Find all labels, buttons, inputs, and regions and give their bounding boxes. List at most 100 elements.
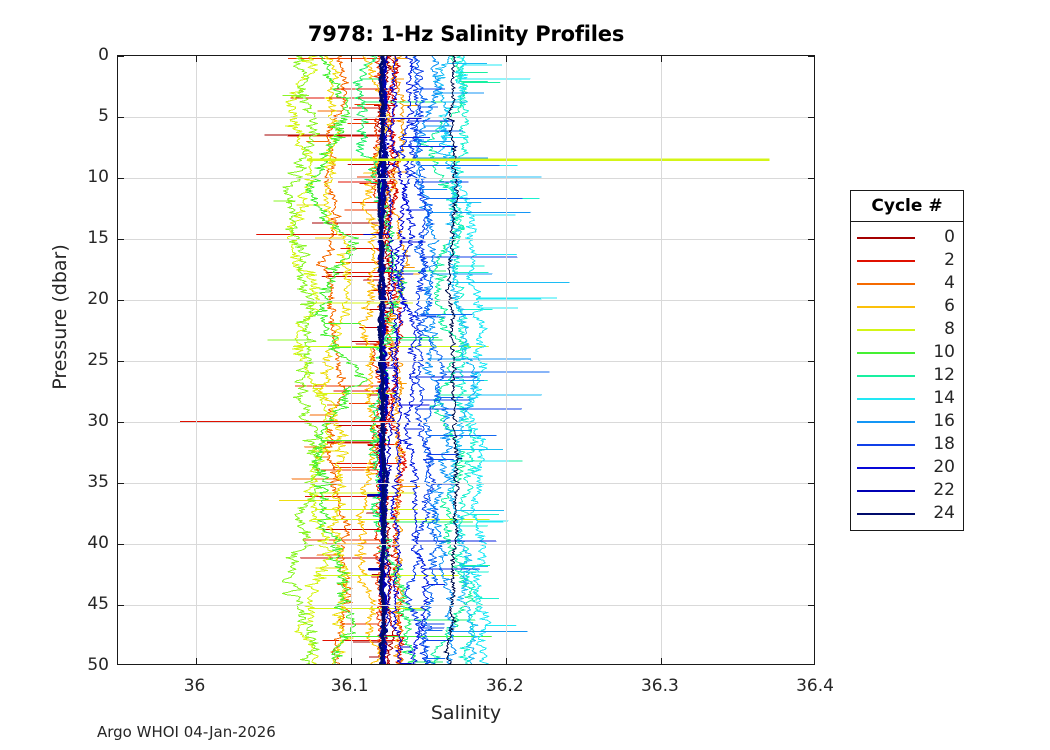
legend-color-swatch: [857, 351, 915, 354]
legend-item[interactable]: 24: [851, 502, 963, 525]
x-tick-label: 36.1: [330, 676, 369, 696]
profile-line: [278, 56, 354, 664]
y-tick-label: 40: [87, 533, 109, 553]
legend-item-label: 4: [944, 273, 955, 293]
y-axis-tick: [808, 361, 814, 362]
x-axis-tick: [660, 658, 662, 664]
legend-item-label: 14: [933, 388, 955, 408]
x-gridline: [505, 56, 507, 664]
y-axis-tick: [808, 178, 814, 179]
y-gridline: [118, 117, 814, 118]
legend-color-swatch: [857, 236, 915, 239]
legend-item-label: 0: [944, 227, 955, 247]
x-axis-tick: [350, 56, 352, 62]
footer-note: Argo WHOI 04-Jan-2026: [97, 723, 276, 741]
profile-line: [395, 56, 497, 664]
legend-item-label: 24: [933, 503, 955, 523]
y-tick-label: 20: [87, 289, 109, 309]
legend-item[interactable]: 16: [851, 410, 963, 433]
x-tick-label: 36.3: [640, 676, 679, 696]
legend-item[interactable]: 0: [851, 226, 963, 249]
profile-line: [445, 56, 540, 664]
x-gridline: [195, 56, 197, 664]
legend-color-swatch: [857, 512, 915, 515]
profile-line: [267, 56, 324, 664]
x-tick-label: 36.2: [485, 676, 524, 696]
legend-item[interactable]: 6: [851, 295, 963, 318]
y-gridline: [118, 300, 814, 301]
x-tick-label: 36.4: [796, 676, 834, 696]
y-axis-tick: [808, 605, 814, 606]
y-tick-label: 30: [87, 411, 109, 431]
y-tick-label: 5: [98, 106, 109, 126]
legend-title: Cycle #: [851, 191, 963, 222]
y-axis-tick: [808, 422, 814, 423]
y-axis-tick: [118, 239, 124, 240]
x-axis-tick: [505, 56, 507, 62]
y-gridline: [118, 361, 814, 362]
y-axis-tick: [808, 300, 814, 301]
profile-line: [432, 56, 570, 664]
y-axis-tick: [118, 605, 124, 606]
y-tick-label: 50: [87, 655, 109, 675]
profile-line: [288, 56, 389, 664]
y-gridline: [118, 239, 814, 240]
x-gridline: [660, 56, 662, 664]
legend-item-label: 10: [933, 342, 955, 362]
y-gridline: [118, 422, 814, 423]
legend-item[interactable]: 10: [851, 341, 963, 364]
y-axis-tick: [118, 483, 124, 484]
x-axis-tick: [660, 56, 662, 62]
profile-line: [284, 56, 490, 664]
y-tick-label: 25: [87, 350, 109, 370]
legend-item-label: 18: [933, 434, 955, 454]
y-tick-label: 35: [87, 472, 109, 492]
legend-item-label: 20: [933, 457, 955, 477]
y-axis-tick: [808, 56, 814, 57]
y-gridline: [118, 544, 814, 545]
legend-color-swatch: [857, 282, 915, 285]
y-axis-tick: [118, 422, 124, 423]
legend-item[interactable]: 18: [851, 433, 963, 456]
legend-item[interactable]: 20: [851, 456, 963, 479]
page-title: 7978: 1-Hz Salinity Profiles: [307, 22, 625, 46]
legend-item[interactable]: 8: [851, 318, 963, 341]
y-axis-tick: [808, 483, 814, 484]
legend-item[interactable]: 2: [851, 249, 963, 272]
x-tick-label: 36: [183, 676, 206, 696]
legend-color-swatch: [857, 259, 915, 262]
legend-color-swatch: [857, 420, 915, 423]
legend: Cycle # 0 2 4 6 8 10 12 14 16 18 20 22 24: [850, 190, 964, 531]
y-gridline: [118, 483, 814, 484]
x-axis-tick: [350, 658, 352, 664]
x-axis-label: Salinity: [430, 702, 502, 724]
y-axis-label: Pressure (dbar): [49, 244, 71, 390]
legend-color-swatch: [857, 443, 915, 446]
profile-line: [383, 56, 421, 664]
y-gridline: [118, 605, 814, 606]
x-gridline: [350, 56, 352, 664]
legend-item[interactable]: 22: [851, 479, 963, 502]
legend-item[interactable]: 12: [851, 364, 963, 387]
y-axis-tick: [118, 56, 124, 57]
y-axis-tick: [118, 544, 124, 545]
legend-item[interactable]: 14: [851, 387, 963, 410]
y-axis-tick: [808, 239, 814, 240]
legend-item-label: 12: [933, 365, 955, 385]
y-gridline: [118, 178, 814, 179]
y-tick-label: 45: [87, 594, 109, 614]
legend-item-label: 8: [944, 319, 955, 339]
x-axis-tick: [505, 658, 507, 664]
y-tick-label: 10: [87, 167, 109, 187]
legend-color-swatch: [857, 374, 915, 377]
legend-item[interactable]: 4: [851, 272, 963, 295]
legend-color-swatch: [857, 466, 915, 469]
legend-color-swatch: [857, 305, 915, 308]
y-axis-tick: [118, 178, 124, 179]
y-tick-label: 15: [87, 228, 109, 248]
y-axis-tick: [118, 361, 124, 362]
legend-color-swatch: [857, 489, 915, 492]
y-axis-tick: [118, 117, 124, 118]
legend-color-swatch: [857, 397, 915, 400]
